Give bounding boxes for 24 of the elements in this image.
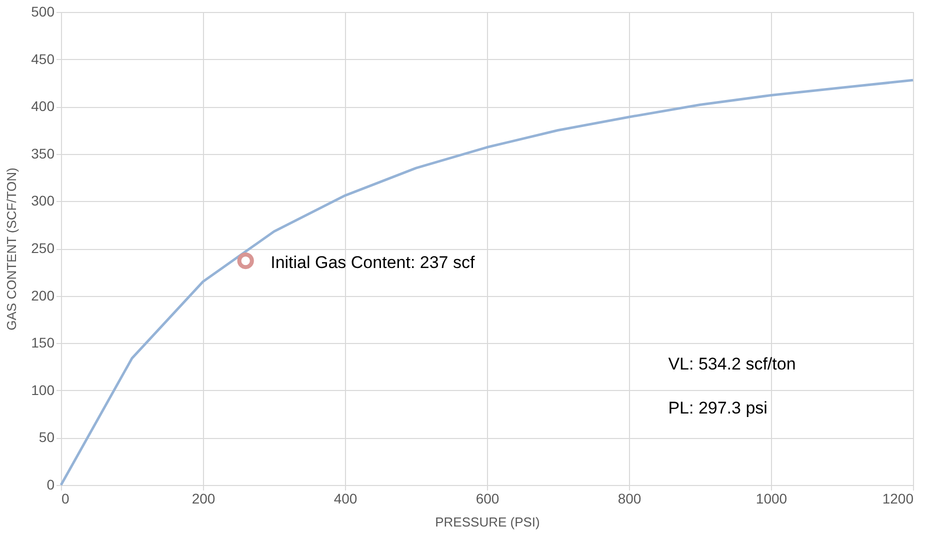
x-tick-label: 600	[476, 490, 500, 506]
y-tick-label: 300	[31, 192, 55, 209]
y-tick-label: 50	[38, 429, 55, 446]
annotation: VL: 534.2 scf/ton	[668, 354, 796, 374]
y-axis-title: GAS CONTENT (SCF/TON)	[4, 168, 20, 330]
annotation: Initial Gas Content: 237 scf	[270, 252, 475, 272]
x-tick-label: 1200	[882, 490, 914, 506]
y-tick-label: 150	[31, 334, 55, 351]
y-tick-label: 250	[31, 240, 55, 256]
y-tick-label: 400	[31, 98, 55, 114]
line-series	[60, 78, 914, 486]
y-tick-label: 450	[31, 50, 55, 67]
annotation: PL: 297.3 psi	[668, 398, 768, 418]
x-tick-label: 1000	[756, 490, 788, 506]
y-tick-label: 0	[46, 476, 55, 492]
y-tick-label: 500	[31, 4, 55, 20]
y-tick-label: 100	[31, 382, 55, 398]
x-tick-label: 0	[62, 490, 70, 506]
y-tick-label: 200	[31, 287, 55, 304]
x-axis-title: PRESSURE (PSI)	[435, 514, 540, 530]
x-tick-label: 400	[334, 490, 358, 506]
x-tick-label: 800	[618, 490, 642, 506]
y-tick-label: 350	[31, 145, 55, 162]
x-tick-label: 200	[192, 490, 216, 506]
